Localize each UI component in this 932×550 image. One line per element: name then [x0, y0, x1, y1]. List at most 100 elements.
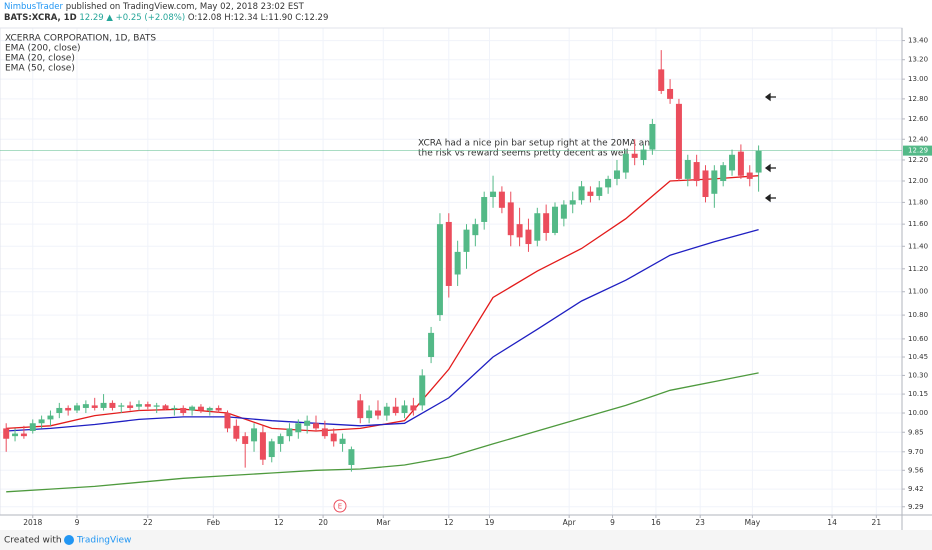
candle-body: [711, 170, 718, 194]
candle-body: [259, 432, 266, 460]
candle-body: [596, 187, 603, 196]
candle-body: [498, 191, 505, 208]
y-tick-label: 10.30: [908, 371, 928, 379]
x-tick-label: 14: [827, 518, 837, 527]
candle-body: [631, 153, 638, 158]
x-tick-label: 16: [651, 518, 661, 527]
annotation: XCRA had a nice pin bar setup right at t…: [418, 139, 656, 149]
candle-body: [720, 165, 727, 182]
y-tick-label: 12.00: [908, 177, 928, 185]
last-price-label: 12.29: [908, 147, 928, 155]
x-tick-label: Feb: [207, 518, 221, 527]
x-tick-label: Apr: [563, 518, 577, 527]
candle-body: [153, 405, 160, 407]
y-tick-label: 11.60: [908, 220, 928, 228]
candle-body: [472, 224, 479, 236]
footer-created: Created with: [4, 536, 62, 546]
candle-body: [436, 224, 443, 316]
y-tick-label: 9.29: [908, 503, 924, 511]
candle-body: [560, 204, 567, 219]
candle-body: [348, 449, 355, 465]
candle-body: [82, 404, 89, 408]
candle-body: [3, 428, 10, 439]
candle-body: [321, 428, 328, 437]
x-tick-label: 2018: [23, 518, 42, 527]
ema-line: [6, 228, 759, 432]
candle-body: [65, 407, 72, 411]
candle-body: [180, 407, 187, 414]
x-tick-label: 12: [444, 518, 454, 527]
candle-body: [525, 229, 532, 245]
earnings-marker[interactable]: E: [338, 503, 342, 511]
ema-line: [6, 372, 759, 493]
candle-body: [162, 405, 169, 410]
candle-body: [224, 413, 231, 429]
candle-body: [277, 436, 284, 444]
x-tick-label: 9: [75, 518, 80, 527]
candle-body: [507, 202, 514, 236]
candle-body: [481, 197, 488, 222]
annotation: the risk vs reward seems pretty decent a…: [418, 149, 628, 159]
candle-body: [410, 405, 417, 411]
y-tick-label: 9.85: [908, 428, 924, 436]
candle-body: [490, 191, 497, 198]
author[interactable]: NimbusTrader: [4, 2, 63, 12]
footer-brand[interactable]: TradingView: [76, 536, 131, 546]
candle-body: [295, 423, 302, 433]
y-tick-label: 12.20: [908, 156, 928, 164]
candle-body: [144, 404, 151, 407]
y-tick-label: 10.80: [908, 311, 928, 319]
symbol: BATS:XCRA, 1D: [4, 13, 77, 23]
x-tick-label: 21: [872, 518, 882, 527]
candle-body: [233, 425, 240, 439]
open: O:12.08: [187, 13, 222, 23]
candle-body: [109, 402, 116, 408]
candle-body: [206, 407, 213, 411]
y-tick-label: 13.20: [908, 56, 928, 64]
candle-body: [242, 436, 249, 444]
y-tick-label: 12.60: [908, 115, 928, 123]
last-price-box: [903, 145, 932, 156]
candle-body: [534, 213, 541, 241]
candle-body: [374, 410, 381, 416]
candle-body: [313, 423, 320, 429]
x-tick-label: 9: [610, 518, 615, 527]
y-tick-label: 11.40: [908, 242, 928, 250]
candle-body: [755, 150, 762, 173]
candle-body: [737, 151, 744, 176]
y-tick-label: 10.00: [908, 409, 928, 417]
arrows: [764, 92, 776, 203]
candle-body: [38, 419, 45, 424]
y-tick-label: 9.56: [908, 466, 924, 474]
arrow-head: [764, 193, 771, 203]
footer-bar: [0, 530, 932, 550]
candle-body: [56, 407, 63, 414]
arrow-head: [764, 92, 771, 102]
legend-entry: EMA (50, close): [5, 64, 75, 74]
candle-body: [729, 154, 736, 171]
y-tick-label: 11.20: [908, 265, 928, 273]
candle-body: [667, 88, 674, 99]
earnings-circle[interactable]: [333, 499, 347, 513]
y-tick-label: 11.80: [908, 198, 928, 206]
header: NimbusTrader published on TradingView.co…: [4, 2, 328, 24]
candle-body: [29, 423, 36, 431]
candle-body: [118, 405, 125, 407]
x-tick-label: 23: [695, 518, 705, 527]
candle-body: [463, 229, 470, 252]
candle-body: [74, 405, 81, 411]
candle-body: [693, 162, 700, 182]
candle-body: [357, 400, 364, 419]
x-tick-label: 12: [274, 518, 284, 527]
candle-body: [552, 206, 559, 233]
candle-body: [587, 191, 594, 196]
candle-body: [12, 433, 19, 437]
y-tick-label: 9.70: [908, 448, 924, 456]
candle-body: [454, 251, 461, 275]
x-tick-label: 22: [143, 518, 153, 527]
chart-title: XCERRA CORPORATION, 1D, BATS: [5, 34, 156, 44]
legend-entry: EMA (20, close): [5, 54, 75, 64]
candle-body: [251, 428, 258, 442]
candle-body: [401, 405, 408, 414]
